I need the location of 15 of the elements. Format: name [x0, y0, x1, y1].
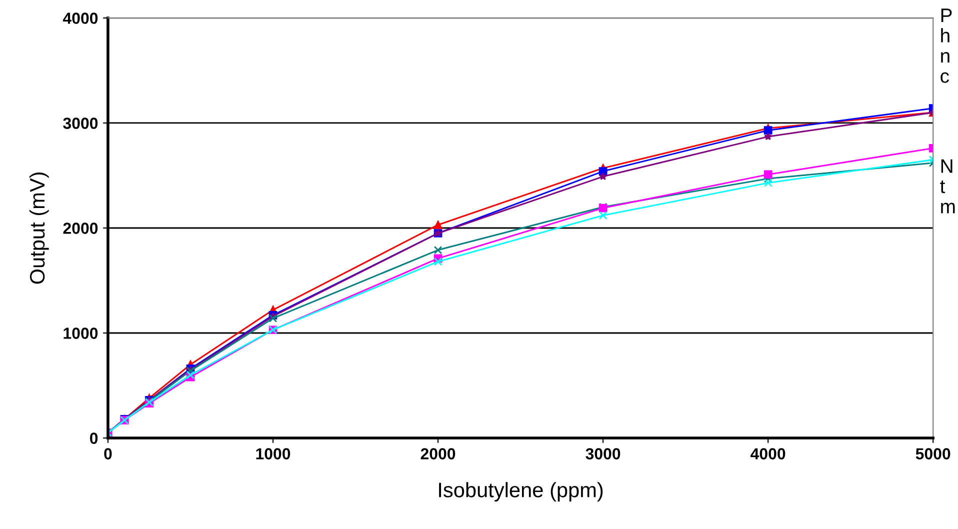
y-tick-label: 4000	[62, 12, 98, 24]
x-tick-label: 0	[104, 448, 112, 460]
text: P h n c	[940, 8, 952, 83]
y-tick-label: 1000	[64, 328, 98, 339]
y-tick-label: 0	[90, 432, 98, 444]
y-axis-title: Output (mV)	[29, 172, 49, 284]
x-axis-title: Isobutylene (ppm)	[439, 482, 603, 502]
text: N t m	[940, 159, 955, 214]
x-tick-label: 4000	[750, 448, 786, 460]
y-tick-label: 2000	[63, 222, 98, 234]
x-tick-label: 2000	[420, 448, 456, 460]
y-tick-label: 3000	[63, 118, 98, 129]
x-tick-label: 1000	[256, 448, 290, 460]
x-tick-label: 3000	[586, 448, 620, 460]
x-tick-label: 5000	[916, 448, 950, 460]
